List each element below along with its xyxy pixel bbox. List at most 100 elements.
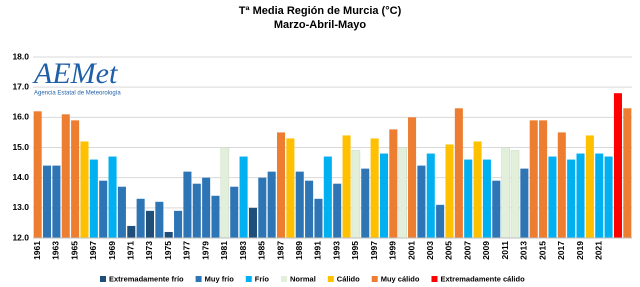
bar bbox=[623, 108, 632, 239]
bar bbox=[230, 186, 239, 238]
x-tick-label: 1995 bbox=[350, 241, 360, 260]
bar bbox=[211, 195, 220, 238]
bar bbox=[276, 132, 286, 238]
bar bbox=[426, 153, 435, 238]
x-tick-label: 2009 bbox=[481, 241, 491, 260]
bar bbox=[220, 147, 230, 239]
bar bbox=[501, 147, 510, 239]
x-tick-label: 1969 bbox=[107, 241, 117, 260]
bar bbox=[305, 180, 314, 238]
bar bbox=[454, 108, 463, 239]
x-tick-label: 1991 bbox=[313, 241, 323, 260]
y-tick-label: 14.0 bbox=[12, 172, 29, 182]
bar bbox=[52, 165, 61, 238]
bar bbox=[239, 156, 248, 238]
x-tick-label: 1989 bbox=[294, 241, 304, 260]
bar bbox=[370, 138, 379, 238]
chart-title: Tª Media Región de Murcia (°C) bbox=[239, 5, 402, 17]
bar bbox=[567, 159, 576, 238]
bar bbox=[473, 141, 482, 238]
x-tick-label: 1973 bbox=[144, 241, 154, 260]
x-tick-label: 2001 bbox=[406, 241, 416, 260]
x-tick-label: 2007 bbox=[462, 241, 472, 260]
x-tick-label: 2013 bbox=[519, 241, 529, 260]
y-tick-label: 13.0 bbox=[12, 202, 29, 212]
bar bbox=[267, 171, 276, 238]
bar bbox=[127, 225, 136, 238]
bar bbox=[136, 198, 145, 238]
y-tick-label: 15.0 bbox=[12, 142, 29, 152]
legend-label: Extremadamente cálido bbox=[440, 274, 525, 283]
x-tick-label: 1987 bbox=[275, 241, 285, 260]
bar bbox=[183, 171, 192, 238]
bar bbox=[361, 168, 370, 238]
bar bbox=[492, 180, 501, 238]
bar bbox=[342, 135, 351, 238]
bar bbox=[604, 156, 613, 238]
bar bbox=[258, 177, 267, 238]
bar bbox=[155, 201, 164, 238]
x-tick-label: 1979 bbox=[200, 241, 210, 260]
bar bbox=[333, 183, 342, 238]
bar bbox=[510, 150, 520, 239]
logo-text: AEMet bbox=[32, 57, 118, 90]
legend-swatch bbox=[280, 276, 287, 282]
bar bbox=[464, 159, 473, 238]
x-tick-label: 2011 bbox=[500, 241, 510, 260]
bar bbox=[117, 186, 126, 238]
bar bbox=[108, 156, 117, 238]
legend-label: Muy cálido bbox=[381, 274, 420, 283]
bar bbox=[164, 231, 173, 238]
x-tick-label: 1993 bbox=[331, 241, 341, 260]
bar bbox=[576, 153, 585, 238]
bar bbox=[436, 204, 445, 238]
legend-label: Muy frío bbox=[205, 274, 235, 283]
bar bbox=[192, 183, 201, 238]
bar bbox=[80, 141, 89, 238]
y-tick-label: 12.0 bbox=[12, 232, 29, 242]
bar bbox=[613, 93, 622, 238]
x-tick-label: 2019 bbox=[575, 241, 585, 260]
bar bbox=[202, 177, 211, 238]
bar bbox=[389, 129, 398, 238]
bar bbox=[33, 111, 42, 238]
bar bbox=[417, 165, 426, 238]
y-tick-label: 18.0 bbox=[12, 51, 29, 61]
bar bbox=[71, 120, 80, 238]
x-tick-label: 1983 bbox=[238, 241, 248, 260]
bar bbox=[351, 150, 361, 239]
legend-label: Cálido bbox=[337, 274, 360, 283]
bar bbox=[61, 114, 70, 238]
chart-subtitle: Marzo-Abril-Mayo bbox=[274, 19, 367, 31]
y-tick-label: 16.0 bbox=[12, 112, 29, 122]
legend-swatch bbox=[371, 276, 378, 282]
bar bbox=[379, 153, 389, 238]
legend-swatch bbox=[195, 276, 202, 282]
x-tick-label: 2021 bbox=[593, 241, 603, 260]
x-tick-label: 1997 bbox=[369, 241, 379, 260]
bar bbox=[557, 132, 566, 238]
bar bbox=[585, 135, 594, 238]
x-tick-label: 1963 bbox=[51, 241, 61, 260]
bar bbox=[445, 144, 454, 238]
bar bbox=[408, 117, 417, 238]
logo-subtitle: Agencia Estatal de Meteorología bbox=[34, 91, 121, 97]
x-tick-label: 2003 bbox=[425, 241, 435, 260]
x-tick-label: 1967 bbox=[88, 241, 98, 260]
x-tick-label: 2017 bbox=[556, 241, 566, 260]
bar bbox=[323, 156, 332, 238]
bar bbox=[548, 156, 557, 238]
x-tick-label: 1961 bbox=[32, 241, 42, 260]
bar bbox=[314, 198, 323, 238]
x-tick-label: 2005 bbox=[444, 241, 454, 260]
legend-swatch bbox=[245, 276, 252, 282]
bar bbox=[248, 207, 257, 238]
x-tick-label: 1977 bbox=[182, 241, 192, 260]
bar bbox=[99, 180, 108, 238]
bar bbox=[145, 210, 155, 238]
legend-swatch bbox=[100, 276, 106, 282]
legend-label: Extremadamente frío bbox=[109, 274, 184, 283]
bar bbox=[529, 120, 538, 238]
bar bbox=[539, 120, 548, 238]
